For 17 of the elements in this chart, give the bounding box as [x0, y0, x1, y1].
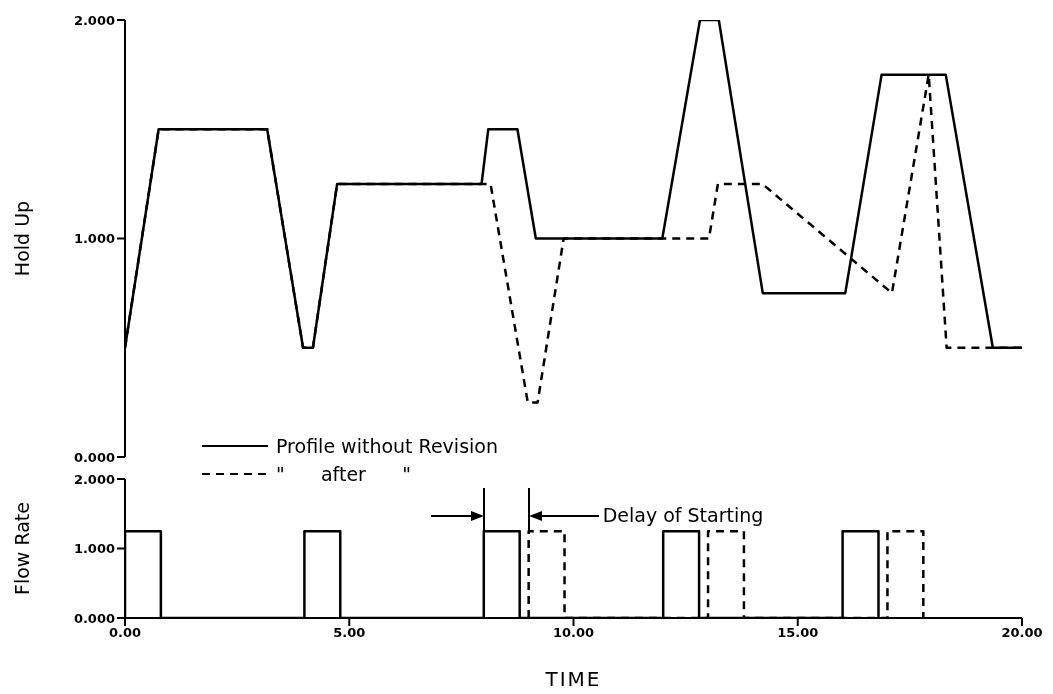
y-tick-label: 1.000 [73, 541, 115, 557]
x-tick-label: 0.00 [108, 625, 142, 641]
annotation: Delay of Starting [602, 504, 764, 526]
legend-label: Profile without Revision [276, 435, 498, 457]
x-tick-label: 10.00 [552, 625, 595, 641]
legend-label: " after " [276, 463, 411, 485]
y-axis-title: Hold Up [10, 200, 33, 277]
x-tick-label: 20.00 [1001, 625, 1043, 641]
y-tick-label: 0.000 [73, 449, 115, 465]
y-axis-title: Flow Rate [10, 502, 33, 595]
x-axis-title: TIME [544, 667, 602, 691]
y-tick-label: 1.000 [73, 231, 115, 247]
y-tick-label: 0.000 [73, 610, 115, 626]
x-tick-label: 15.00 [777, 625, 819, 641]
y-tick-label: 2.000 [73, 12, 115, 28]
y-tick-label: 2.000 [73, 471, 115, 487]
x-tick-label: 5.00 [333, 625, 366, 641]
